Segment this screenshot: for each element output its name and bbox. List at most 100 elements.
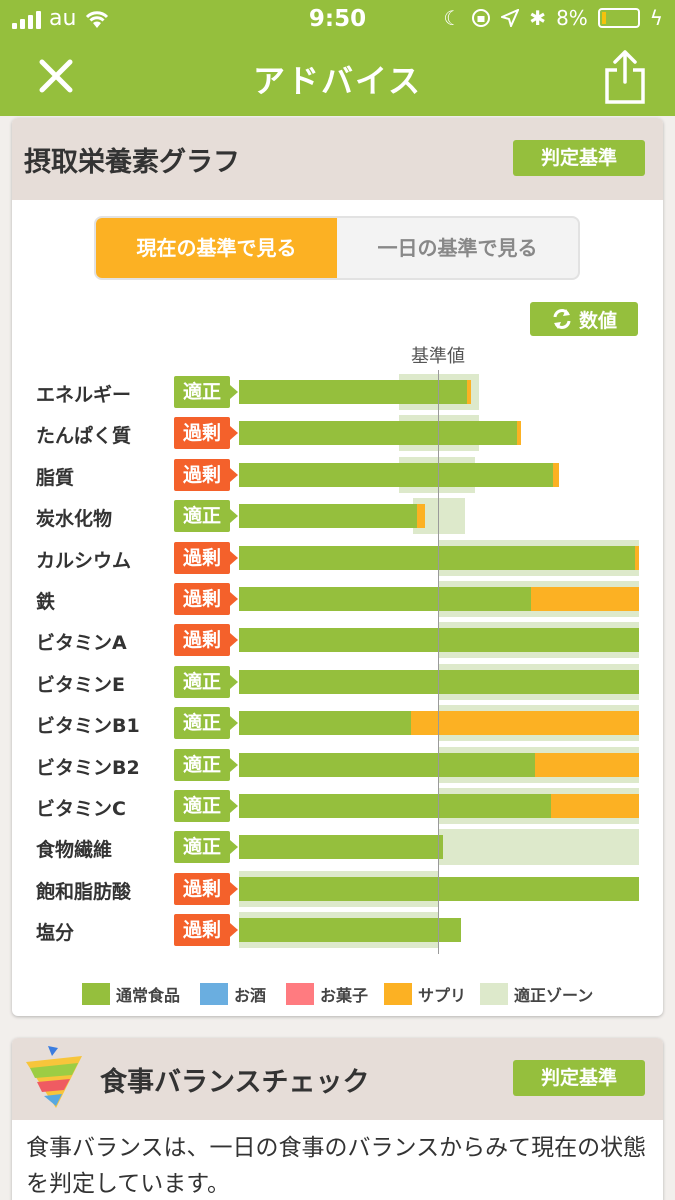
status-badge: 適正 bbox=[174, 831, 238, 864]
chart-legend: 通常食品 お酒 お菓子 サプリ 適正ゾーン bbox=[12, 978, 663, 1008]
legend-label: お菓子 bbox=[320, 986, 369, 1005]
bar-segment bbox=[239, 711, 411, 736]
nutrient-row: たんぱく質 過剰 bbox=[12, 415, 663, 452]
criteria-button[interactable]: 判定基準 bbox=[513, 140, 645, 176]
nav-bar: アドバイス bbox=[0, 40, 675, 116]
nutrient-label: 鉄 bbox=[36, 591, 56, 613]
bar-segment bbox=[239, 918, 461, 943]
meal-balance-description: 食事バランスは、一日の食事のバランスからみて現在の状態を判定しています。 bbox=[26, 1135, 647, 1197]
moon-icon: ☾ bbox=[443, 6, 462, 30]
status-badge: 適正 bbox=[174, 376, 238, 408]
legend-label: サプリ bbox=[418, 986, 467, 1005]
nutrient-label: ビタミンB1 bbox=[36, 715, 140, 738]
card-header: 食事バランスチェック 判定基準 bbox=[12, 1038, 663, 1120]
bar-segment bbox=[239, 587, 531, 611]
clock: 9:50 bbox=[308, 6, 367, 32]
bar-segment bbox=[239, 876, 639, 901]
page-title: アドバイス bbox=[252, 62, 423, 100]
bar-segment bbox=[551, 794, 639, 818]
meal-balance-title: 食事バランスチェック bbox=[100, 1067, 370, 1098]
bar-segment bbox=[239, 752, 535, 777]
nutrient-graph-card: 摂取栄養素グラフ 判定基準 現在の基準で見る 一日の基準で見る 数値 基準値 エ… bbox=[12, 118, 663, 1016]
nutrient-label: 飽和脂肪酸 bbox=[36, 880, 132, 903]
status-badge: 過剰 bbox=[174, 417, 238, 450]
tab-daily-standard[interactable]: 一日の基準で見る bbox=[377, 236, 538, 260]
legend-item-alcohol: お酒 bbox=[200, 982, 266, 1006]
carrier-label: au bbox=[49, 6, 77, 31]
bar-segment bbox=[239, 835, 443, 860]
nutrient-label: 塩分 bbox=[36, 922, 75, 945]
battery-percent: 8% bbox=[556, 6, 588, 30]
status-badge: 適正 bbox=[174, 665, 238, 698]
nutrient-row: 塩分 過剰 bbox=[12, 912, 663, 949]
value-toggle-button[interactable]: 数値 bbox=[530, 302, 638, 336]
location-icon bbox=[501, 9, 520, 27]
charging-icon: ϟ bbox=[649, 6, 663, 30]
nutrient-label: ビタミンC bbox=[36, 798, 126, 820]
nutrient-row: 飽和脂肪酸 過剰 bbox=[12, 870, 663, 907]
nutrient-row: ビタミンE 適正 bbox=[12, 663, 663, 700]
bar-segment bbox=[417, 504, 425, 529]
nutrient-row: ビタミンC 適正 bbox=[12, 788, 663, 824]
legend-item-supplement: サプリ bbox=[384, 982, 466, 1006]
nutrient-label: ビタミンB2 bbox=[36, 756, 140, 779]
bar-segment bbox=[467, 380, 471, 404]
bar-segment bbox=[239, 380, 467, 404]
bar-segment bbox=[411, 711, 639, 736]
status-badge: 過剰 bbox=[174, 914, 238, 947]
nutrient-row: エネルギー 適正 bbox=[12, 374, 663, 410]
legend-swatch bbox=[82, 983, 110, 1005]
nutrient-label: カルシウム bbox=[36, 549, 132, 572]
bar-segment bbox=[239, 421, 517, 446]
view-mode-segmented-control: 現在の基準で見る 一日の基準で見る bbox=[94, 216, 580, 280]
status-bar: au 9:50 ☾ ✱ 8% ϟ bbox=[0, 0, 675, 40]
tab-current-standard[interactable]: 現在の基準で見る bbox=[96, 218, 337, 278]
bar-segment bbox=[239, 545, 635, 570]
status-badge: 過剰 bbox=[174, 872, 238, 905]
nutrient-row: ビタミンB1 適正 bbox=[12, 705, 663, 742]
legend-label: 適正ゾーン bbox=[514, 986, 594, 1005]
status-badge: 過剰 bbox=[174, 583, 238, 615]
bar-segment bbox=[239, 669, 639, 694]
nutrient-graph-title: 摂取栄養素グラフ bbox=[24, 147, 240, 178]
legend-item-snack: お菓子 bbox=[286, 982, 368, 1006]
nutrient-row: ビタミンB2 適正 bbox=[12, 746, 663, 783]
share-icon[interactable] bbox=[603, 48, 647, 104]
legend-swatch bbox=[384, 983, 412, 1005]
nutrient-row: 炭水化物 適正 bbox=[12, 498, 663, 535]
status-badge: 適正 bbox=[174, 500, 238, 533]
nutrient-row: ビタミンA 過剰 bbox=[12, 622, 663, 659]
bluetooth-icon: ✱ bbox=[529, 6, 547, 30]
criteria-button[interactable]: 判定基準 bbox=[513, 1060, 645, 1096]
status-badge: 過剰 bbox=[174, 458, 238, 491]
legend-swatch bbox=[200, 983, 228, 1005]
nutrient-row: 脂質 過剰 bbox=[12, 456, 663, 493]
legend-swatch bbox=[286, 983, 314, 1005]
nutrient-row: カルシウム 過剰 bbox=[12, 539, 663, 576]
status-badge: 過剰 bbox=[174, 541, 238, 574]
food-pyramid-icon bbox=[26, 1046, 82, 1108]
bar-segment bbox=[531, 587, 639, 611]
nutrient-label: 脂質 bbox=[36, 466, 75, 489]
wifi-icon bbox=[86, 10, 109, 28]
legend-item-proper-zone: 適正ゾーン bbox=[480, 982, 593, 1006]
nutrient-label: たんぱく質 bbox=[36, 425, 132, 448]
status-badge: 適正 bbox=[174, 707, 238, 740]
bar-segment bbox=[239, 462, 553, 487]
bar-segment bbox=[517, 421, 521, 446]
bar-segment bbox=[239, 794, 551, 818]
status-badge: 適正 bbox=[174, 748, 238, 781]
legend-swatch bbox=[480, 983, 508, 1005]
bar-segment bbox=[239, 628, 639, 653]
nutrient-label: 食物繊維 bbox=[36, 839, 113, 862]
rotation-lock-icon bbox=[472, 9, 491, 27]
close-icon[interactable] bbox=[34, 54, 78, 98]
value-toggle-label: 数値 bbox=[578, 309, 617, 332]
signal-icon bbox=[12, 9, 41, 29]
legend-label: 通常食品 bbox=[116, 986, 181, 1005]
refresh-icon bbox=[553, 309, 571, 329]
legend-item-normal-food: 通常食品 bbox=[82, 982, 180, 1006]
status-badge: 過剰 bbox=[174, 624, 238, 657]
bar-segment bbox=[535, 752, 639, 777]
bar-segment bbox=[635, 545, 639, 570]
